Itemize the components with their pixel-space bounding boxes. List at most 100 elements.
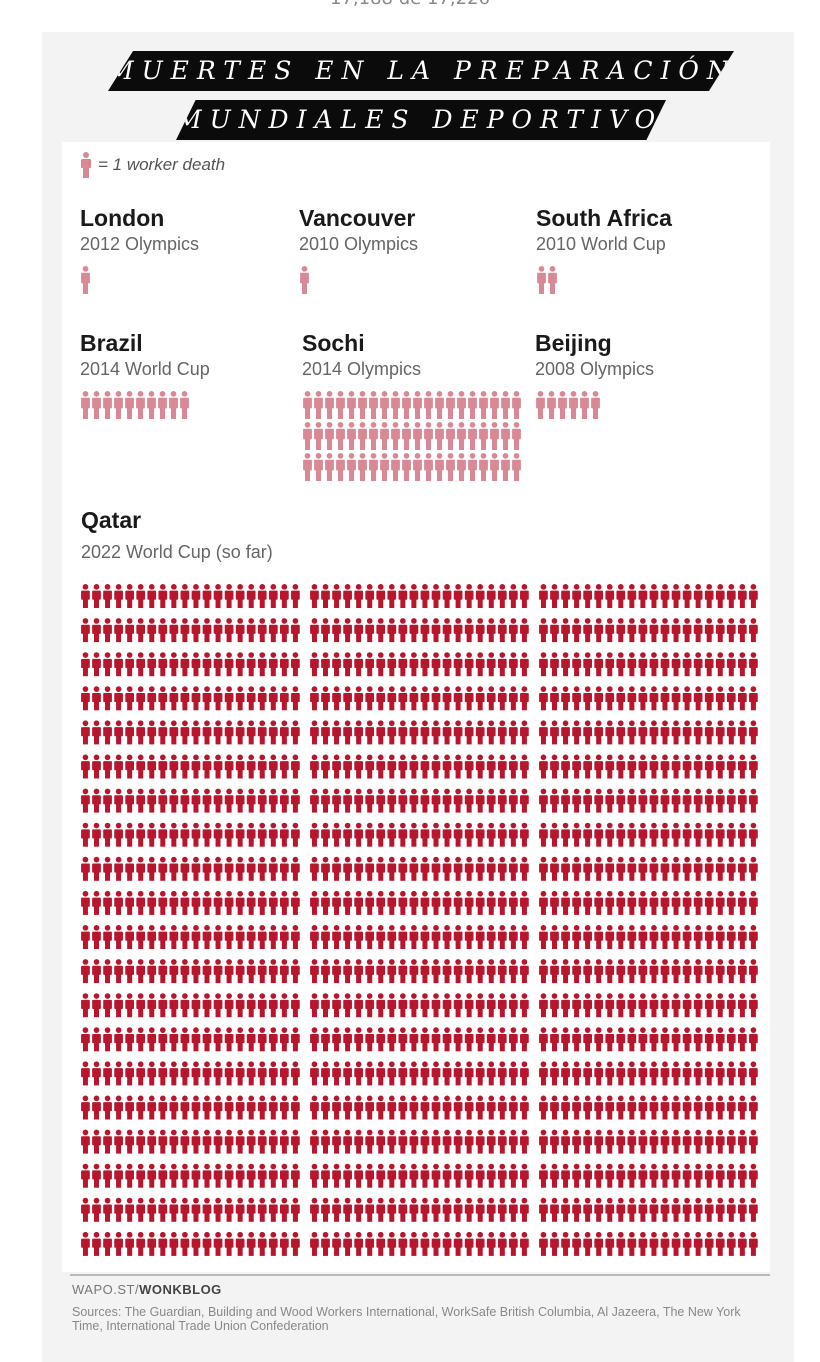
- death-icon: [224, 618, 234, 643]
- death-icon: [671, 959, 681, 984]
- death-icon: [682, 788, 692, 813]
- death-icon: [660, 925, 670, 949]
- death-icon: [365, 925, 375, 949]
- death-icon: [539, 959, 548, 984]
- death-icon: [158, 925, 168, 949]
- death-icon: [520, 925, 529, 949]
- death-icon: [325, 422, 334, 450]
- death-icon: [92, 959, 101, 984]
- death-icon: [704, 959, 714, 984]
- death-icon: [693, 1231, 703, 1256]
- death-icon: [464, 788, 474, 813]
- footer-divider: [70, 1274, 770, 1276]
- death-icon: [508, 822, 518, 847]
- death-icon: [749, 1231, 758, 1256]
- death-icon: [376, 1061, 386, 1086]
- death-icon: [497, 856, 507, 881]
- event-name: Sochi: [302, 330, 365, 356]
- death-icon: [737, 618, 747, 643]
- death-icon: [114, 1163, 123, 1188]
- death-icon: [158, 754, 168, 779]
- death-icon: [520, 822, 529, 847]
- death-icon: [332, 618, 341, 643]
- death-icon: [114, 1095, 123, 1120]
- death-icon: [749, 584, 758, 608]
- death-icon: [257, 584, 267, 608]
- death-icon: [704, 993, 714, 1018]
- death-icon: [409, 1061, 419, 1086]
- death-icon: [594, 925, 604, 949]
- death-icon: [649, 1163, 659, 1188]
- death-icon: [715, 822, 725, 847]
- death-icon: [332, 1197, 341, 1222]
- death-icon: [475, 1061, 485, 1086]
- death-icon: [409, 720, 419, 745]
- death-icon: [638, 686, 648, 711]
- death-icon: [497, 1197, 507, 1222]
- death-icon: [398, 788, 408, 813]
- death-icon: [616, 959, 626, 984]
- death-icon: [354, 1095, 364, 1120]
- death-icon: [486, 788, 496, 813]
- death-icon: [464, 1163, 474, 1188]
- death-icon: [387, 1163, 397, 1188]
- death-icon: [158, 1129, 168, 1154]
- death-icon: [125, 652, 135, 677]
- death-icon: [92, 754, 101, 779]
- death-icon: [616, 925, 626, 949]
- footer-brand-prefix: WAPO.ST/: [72, 1282, 140, 1297]
- death-icon: [704, 1197, 714, 1222]
- death-icon: [321, 1027, 330, 1052]
- death-icon: [501, 453, 510, 481]
- death-icon: [125, 856, 135, 881]
- death-icon: [550, 1129, 559, 1154]
- death-icon: [715, 1163, 725, 1188]
- death-icon: [114, 652, 123, 677]
- death-icon: [310, 652, 319, 677]
- death-icon: [486, 1061, 496, 1086]
- death-icon: [365, 754, 375, 779]
- death-icon: [191, 856, 201, 881]
- death-icon: [365, 618, 375, 643]
- death-icon: [279, 1197, 289, 1222]
- death-icon: [594, 1129, 604, 1154]
- death-icon: [147, 822, 157, 847]
- death-icon: [497, 788, 507, 813]
- death-icon: [616, 993, 626, 1018]
- death-icon: [169, 1061, 179, 1086]
- death-icon: [191, 584, 201, 608]
- death-icon: [490, 391, 499, 419]
- death-icon: [583, 822, 593, 847]
- death-icon: [508, 754, 518, 779]
- death-icon: [147, 1163, 157, 1188]
- death-icon: [376, 959, 386, 984]
- death-icon: [605, 959, 615, 984]
- death-icon: [191, 1197, 201, 1222]
- death-icon: [136, 959, 146, 984]
- death-icon: [92, 652, 101, 677]
- death-icon: [257, 925, 267, 949]
- death-icon: [453, 1061, 463, 1086]
- death-icon: [457, 391, 466, 419]
- death-icon: [572, 1197, 581, 1222]
- death-icon: [431, 1095, 441, 1120]
- death-icon: [310, 822, 319, 847]
- death-icon: [147, 720, 157, 745]
- death-icon: [387, 1129, 397, 1154]
- death-icon: [737, 1163, 747, 1188]
- death-icon: [583, 959, 593, 984]
- death-icon: [365, 1095, 375, 1120]
- death-icon: [409, 822, 419, 847]
- death-icon: [638, 1163, 648, 1188]
- death-icon: [464, 822, 474, 847]
- death-icon: [343, 720, 352, 745]
- death-icon: [442, 720, 452, 745]
- death-icon: [191, 959, 201, 984]
- death-icon: [671, 788, 681, 813]
- death-icon: [257, 652, 267, 677]
- death-icon: [409, 1027, 419, 1052]
- death-icon: [224, 993, 234, 1018]
- death-icon: [114, 686, 123, 711]
- death-icon: [376, 1231, 386, 1256]
- death-icon: [158, 822, 168, 847]
